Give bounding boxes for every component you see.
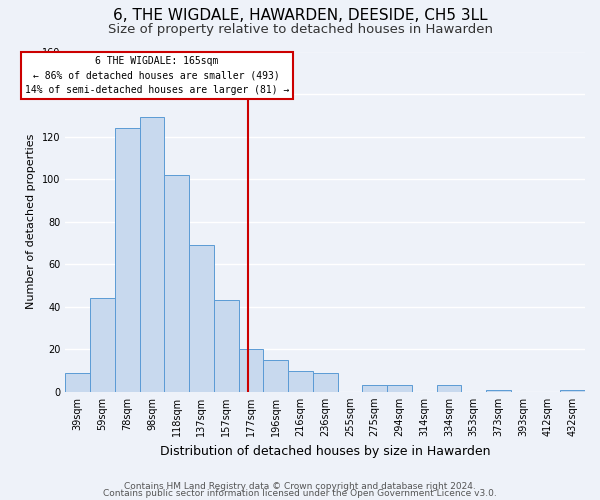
Bar [189, 245, 214, 392]
Bar [65, 372, 90, 392]
Bar [362, 386, 387, 392]
Bar [214, 300, 239, 392]
Text: Contains HM Land Registry data © Crown copyright and database right 2024.: Contains HM Land Registry data © Crown c… [124, 482, 476, 491]
Text: Size of property relative to detached houses in Hawarden: Size of property relative to detached ho… [107, 22, 493, 36]
Bar [560, 390, 585, 392]
Text: 6, THE WIGDALE, HAWARDEN, DEESIDE, CH5 3LL: 6, THE WIGDALE, HAWARDEN, DEESIDE, CH5 3… [113, 8, 487, 22]
Bar [140, 118, 164, 392]
Bar [437, 386, 461, 392]
Bar [90, 298, 115, 392]
Bar [313, 372, 338, 392]
Text: 6 THE WIGDALE: 165sqm
← 86% of detached houses are smaller (493)
14% of semi-det: 6 THE WIGDALE: 165sqm ← 86% of detached … [25, 56, 289, 96]
Y-axis label: Number of detached properties: Number of detached properties [26, 134, 37, 310]
Bar [486, 390, 511, 392]
Bar [164, 175, 189, 392]
Bar [263, 360, 288, 392]
Bar [288, 370, 313, 392]
Bar [239, 350, 263, 392]
Text: Contains public sector information licensed under the Open Government Licence v3: Contains public sector information licen… [103, 490, 497, 498]
X-axis label: Distribution of detached houses by size in Hawarden: Distribution of detached houses by size … [160, 444, 490, 458]
Bar [115, 128, 140, 392]
Bar [387, 386, 412, 392]
